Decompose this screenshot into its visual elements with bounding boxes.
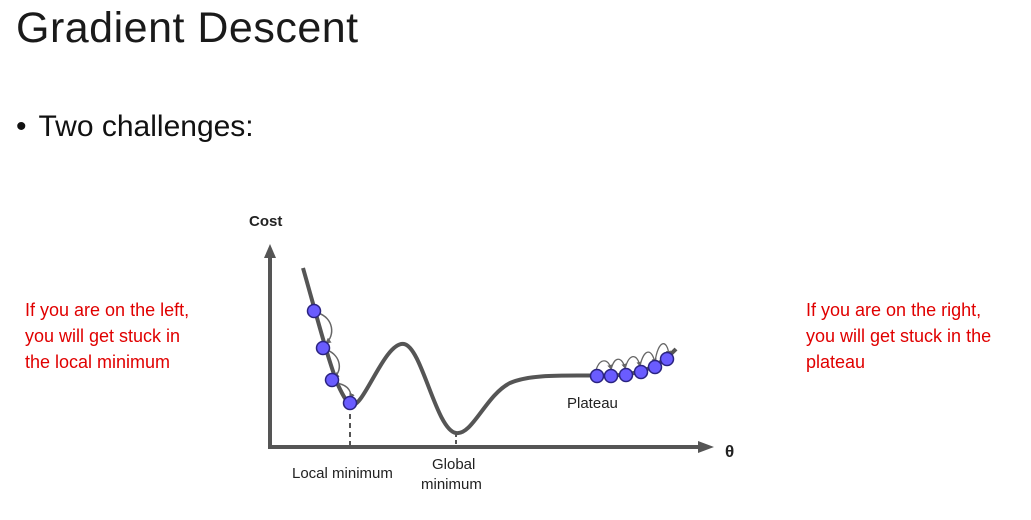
x-axis-label: θ [725,442,734,461]
plateau-step-arrow [595,360,613,371]
left-note-line: If you are on the left, [25,300,190,320]
global-minimum-label-line1: Global [432,456,475,473]
plateau-ball [633,364,649,380]
right-note-line: If you are on the right, [806,300,982,320]
plateau-step-arrow [624,355,642,370]
plateau-ball [647,359,663,375]
global-minimum-label-line2: minimum [421,476,482,493]
y-axis-label: Cost [249,213,282,230]
plateau-ball [659,351,675,367]
plateau-step-arrow [654,343,672,363]
slide-title: Gradient Descent [16,4,359,52]
plateau-ball [618,367,634,383]
bullet-item: • Two challenges: [16,110,254,144]
plateau-step-arrow [639,351,657,367]
left-note-line: the local minimum [25,352,171,372]
plateau-ball [603,368,619,384]
x-axis-arrowhead [698,441,714,453]
left-note-line: you will get stuck in [25,326,181,346]
bullet-text: Two challenges: [38,110,254,143]
plateau-step-arrow [610,358,627,371]
right-note-line: you will get stuck in the [806,326,992,346]
step-arrow [317,312,333,344]
plateau-label: Plateau [567,395,618,412]
y-axis-arrowhead [264,244,276,258]
left-note: If you are on the left, you will get stu… [25,297,235,375]
descent-ball [315,340,331,356]
bullet-marker: • [16,110,27,143]
plateau-ball [589,368,605,384]
right-note: If you are on the right, you will get st… [806,297,1026,375]
cost-curve [301,267,678,436]
descent-ball [342,395,358,411]
descent-ball [306,303,322,319]
descent-ball [324,372,340,388]
local-minimum-label: Local minimum [292,465,393,482]
right-note-line: plateau [806,352,866,372]
